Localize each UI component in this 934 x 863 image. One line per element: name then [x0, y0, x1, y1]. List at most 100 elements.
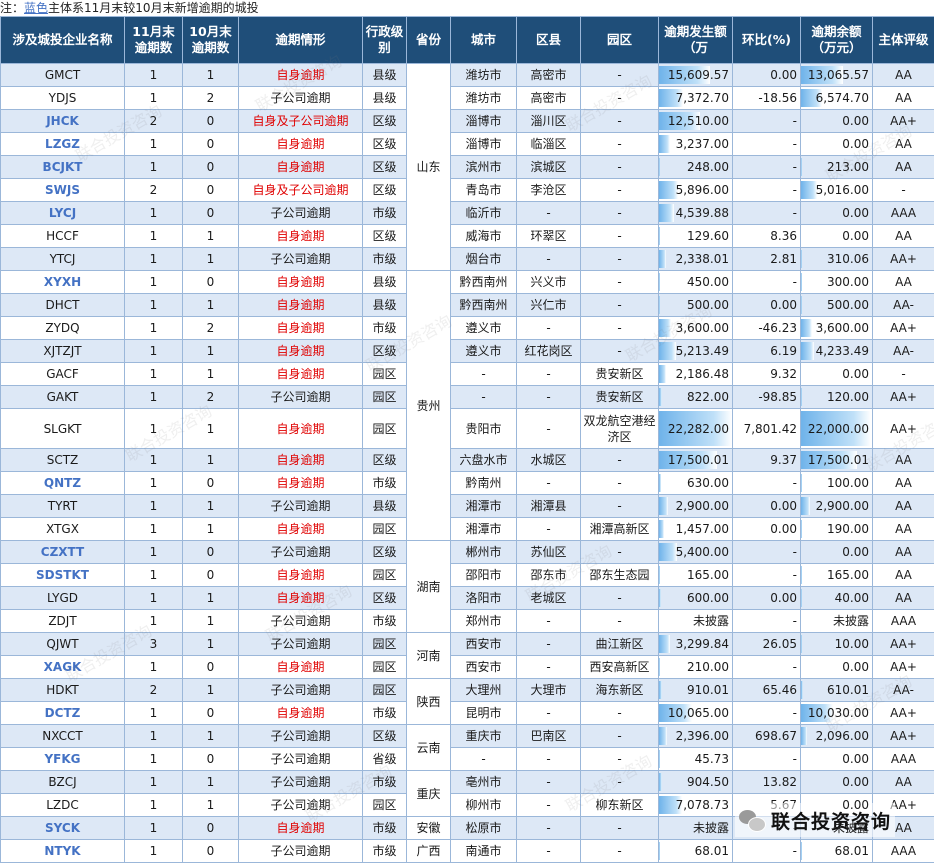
balance-cell: 4,233.49 — [801, 340, 873, 363]
nov-count-cell: 1 — [125, 702, 183, 725]
amount-cell: 4,539.88 — [659, 202, 733, 225]
park-cell: 柳东新区 — [581, 794, 659, 817]
amount-cell: 45.73 — [659, 748, 733, 771]
balance-cell-value: 0.00 — [842, 660, 869, 674]
amount-cell-value: 3,600.00 — [676, 321, 729, 335]
amount-cell-bar — [659, 204, 674, 222]
mom-cell: - — [733, 202, 801, 225]
park-cell: - — [581, 133, 659, 156]
park-cell: - — [581, 110, 659, 133]
balance-cell: 165.00 — [801, 564, 873, 587]
nov-count-cell: 1 — [125, 840, 183, 863]
amount-cell: 68.01 — [659, 840, 733, 863]
admin-level-cell: 市级 — [363, 202, 407, 225]
company-name-cell: HDKT — [1, 679, 125, 702]
oct-count-cell: 2 — [183, 317, 239, 340]
balance-cell: 68.01 — [801, 840, 873, 863]
balance-cell-bar — [801, 635, 802, 653]
oct-count-cell: 1 — [183, 363, 239, 386]
nov-count-cell: 2 — [125, 179, 183, 202]
amount-cell: 3,237.00 — [659, 133, 733, 156]
amount-cell-value: 210.00 — [687, 660, 729, 674]
amount-cell-bar — [659, 589, 661, 607]
company-name-cell: YTCJ — [1, 248, 125, 271]
header-company: 涉及城投企业名称 — [1, 17, 125, 64]
mom-cell: 0.00 — [733, 294, 801, 317]
company-name-cell: JHCK — [1, 110, 125, 133]
district-cell: - — [517, 409, 581, 449]
amount-cell-bar — [659, 474, 661, 492]
province-cell: 安徽 — [407, 817, 451, 840]
amount-cell-value: 500.00 — [687, 298, 729, 312]
company-name-cell: GAKT — [1, 386, 125, 409]
rating-cell: AA+ — [873, 656, 934, 679]
mom-cell: 8.36 — [733, 225, 801, 248]
rating-cell: AA+ — [873, 386, 934, 409]
amount-cell-bar — [659, 342, 676, 360]
admin-level-cell: 区级 — [363, 225, 407, 248]
admin-level-cell: 区级 — [363, 133, 407, 156]
rating-cell: AA — [873, 64, 934, 87]
company-name-cell: GMCT — [1, 64, 125, 87]
amount-cell-value: 1,457.00 — [676, 522, 729, 536]
balance-cell-value: 17,500.01 — [808, 453, 869, 467]
district-cell: - — [517, 840, 581, 863]
nov-count-cell: 1 — [125, 317, 183, 340]
overdue-table: 涉及城投企业名称 11月末逾期数 10月末逾期数 逾期情形 行政级别 省份 城市… — [0, 16, 934, 863]
balance-cell-value: 190.00 — [827, 522, 869, 536]
park-cell: - — [581, 156, 659, 179]
overdue-type-cell: 自身逾期 — [239, 817, 363, 840]
balance-cell-bar — [801, 842, 802, 860]
district-cell: - — [517, 633, 581, 656]
admin-level-cell: 县级 — [363, 64, 407, 87]
rating-cell: AA — [873, 587, 934, 610]
province-cell: 湖南 — [407, 541, 451, 633]
admin-level-cell: 园区 — [363, 679, 407, 702]
company-name-cell: DCTZ — [1, 702, 125, 725]
balance-cell-bar — [801, 273, 802, 291]
park-cell: - — [581, 702, 659, 725]
district-cell: 苏仙区 — [517, 541, 581, 564]
amount-cell: 165.00 — [659, 564, 733, 587]
company-name-cell: NXCCT — [1, 725, 125, 748]
balance-cell: 2,096.00 — [801, 725, 873, 748]
balance-cell-bar — [801, 474, 802, 492]
city-cell: 西安市 — [451, 656, 517, 679]
city-cell: 六盘水市 — [451, 449, 517, 472]
mom-cell: 13.82 — [733, 771, 801, 794]
rating-cell: AA — [873, 133, 934, 156]
district-cell: - — [517, 518, 581, 541]
city-cell: 黔西南州 — [451, 294, 517, 317]
district-cell: 兴仁市 — [517, 294, 581, 317]
mom-cell: -98.85 — [733, 386, 801, 409]
balance-cell: 10.00 — [801, 633, 873, 656]
company-name-cell: LYGD — [1, 587, 125, 610]
balance-cell-value: 0.00 — [842, 137, 869, 151]
company-name-cell: LZDC — [1, 794, 125, 817]
oct-count-cell: 1 — [183, 587, 239, 610]
company-name-cell: TYRT — [1, 495, 125, 518]
balance-cell-value: 165.00 — [827, 568, 869, 582]
mom-cell: - — [733, 110, 801, 133]
amount-cell-bar — [659, 543, 677, 561]
amount-cell: 2,396.00 — [659, 725, 733, 748]
company-name-cell: BCJKT — [1, 156, 125, 179]
nov-count-cell: 2 — [125, 110, 183, 133]
overdue-type-cell: 自身逾期 — [239, 449, 363, 472]
admin-level-cell: 园区 — [363, 794, 407, 817]
amount-cell-value: 7,372.70 — [676, 91, 729, 105]
mom-cell: - — [733, 702, 801, 725]
overdue-type-cell: 子公司逾期 — [239, 610, 363, 633]
admin-level-cell: 园区 — [363, 564, 407, 587]
overdue-type-cell: 自身逾期 — [239, 363, 363, 386]
company-name-cell: SLGKT — [1, 409, 125, 449]
amount-cell: 450.00 — [659, 271, 733, 294]
amount-cell-value: 12,510.00 — [668, 114, 729, 128]
overdue-type-cell: 子公司逾期 — [239, 87, 363, 110]
rating-cell: AA — [873, 541, 934, 564]
nov-count-cell: 3 — [125, 633, 183, 656]
balance-cell-value: 2,096.00 — [816, 729, 869, 743]
